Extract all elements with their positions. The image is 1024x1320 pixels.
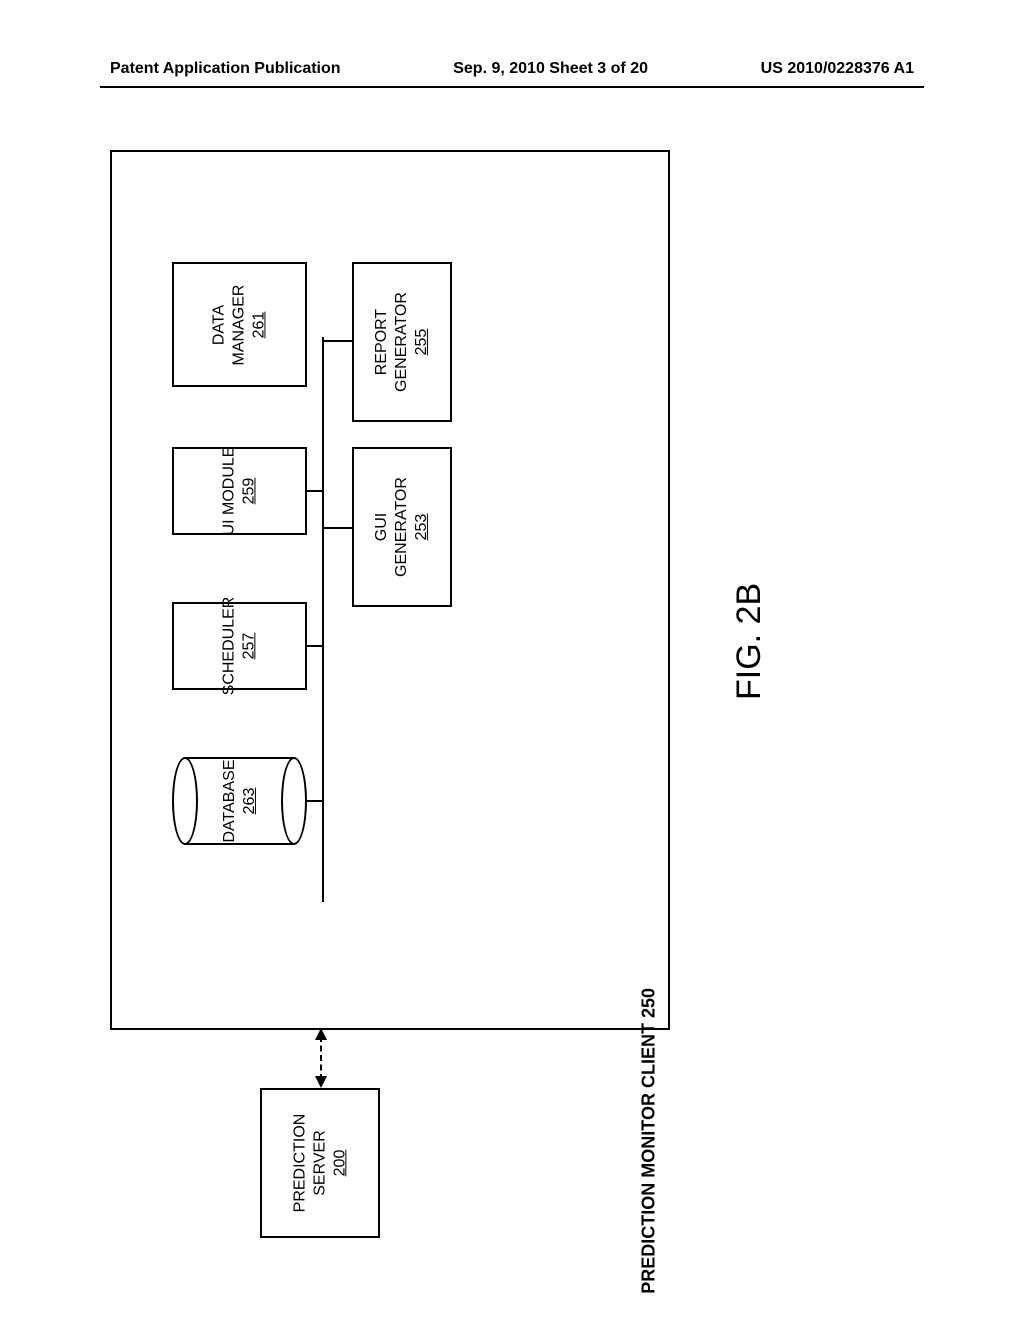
- scheduler-box: SCHEDULER 257: [172, 602, 307, 690]
- prediction-server-text: PREDICTION SERVER 200: [290, 1114, 350, 1213]
- stub-scheduler: [307, 645, 324, 647]
- report-generator-line2: GENERATOR: [393, 292, 410, 392]
- figure-label: FIG. 2B: [730, 583, 769, 700]
- header-right: US 2010/0228376 A1: [761, 60, 914, 78]
- ui-module-box: UI MODULE 259: [172, 447, 307, 535]
- gui-generator-line1: GUI: [373, 513, 390, 541]
- page-header: Patent Application Publication Sep. 9, 2…: [0, 60, 1024, 78]
- stub-gui: [322, 527, 352, 529]
- client-label: PREDICTION MONITOR CLIENT 250: [639, 988, 660, 1294]
- database-ref: 263: [241, 788, 258, 815]
- report-generator-ref: 255: [413, 329, 430, 356]
- server-link-arrow-up: [315, 1028, 327, 1040]
- prediction-server-line2: SERVER: [311, 1130, 328, 1196]
- data-manager-line1: DATA: [211, 304, 228, 344]
- header-left: Patent Application Publication: [110, 60, 341, 78]
- server-link-line: [320, 1036, 322, 1080]
- server-link-arrow-down: [315, 1076, 327, 1088]
- database-ellipse-left: [172, 757, 198, 845]
- ui-module-line1: UI MODULE: [221, 447, 238, 536]
- prediction-server-line1: PREDICTION: [291, 1114, 308, 1213]
- header-rule: [100, 86, 924, 88]
- prediction-server-ref: 200: [331, 1150, 348, 1177]
- data-manager-line2: MANAGER: [231, 284, 248, 365]
- database-ellipse-right: [281, 757, 307, 845]
- client-box: PREDICTION MONITOR CLIENT 250 GUI GENERA…: [110, 150, 670, 1030]
- diagram-area: PREDICTION MONITOR CLIENT 250 GUI GENERA…: [110, 150, 680, 1150]
- data-manager-ref: 261: [251, 311, 268, 338]
- data-manager-text: DATA MANAGER 261: [210, 284, 270, 365]
- database-line1: DATABASE: [221, 760, 238, 843]
- bus-line: [322, 337, 324, 902]
- header-center: Sep. 9, 2010 Sheet 3 of 20: [453, 60, 648, 78]
- gui-generator-line2: GENERATOR: [393, 477, 410, 577]
- report-generator-box: REPORT GENERATOR 255: [352, 262, 452, 422]
- stub-db: [305, 800, 324, 802]
- stub-report: [322, 340, 352, 342]
- database-cylinder: DATABASE 263: [172, 757, 307, 845]
- scheduler-text: SCHEDULER 257: [220, 597, 260, 696]
- scheduler-line1: SCHEDULER: [221, 597, 238, 696]
- ui-module-text: UI MODULE 259: [220, 447, 260, 536]
- report-generator-text: REPORT GENERATOR 255: [372, 292, 432, 392]
- report-generator-line1: REPORT: [373, 309, 390, 375]
- database-text: DATABASE 263: [220, 760, 260, 843]
- gui-generator-box: GUI GENERATOR 253: [352, 447, 452, 607]
- stub-ui: [307, 490, 324, 492]
- gui-generator-text: GUI GENERATOR 253: [372, 477, 432, 577]
- scheduler-ref: 257: [241, 633, 258, 660]
- data-manager-box: DATA MANAGER 261: [172, 262, 307, 387]
- prediction-server-box: PREDICTION SERVER 200: [260, 1088, 380, 1238]
- ui-module-ref: 259: [241, 478, 258, 505]
- gui-generator-ref: 253: [413, 514, 430, 541]
